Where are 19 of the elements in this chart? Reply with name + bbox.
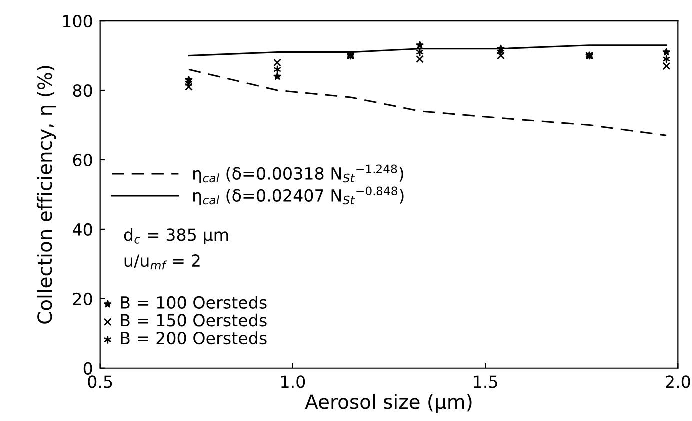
x-tick-label: 2.0: [666, 376, 690, 388]
annotation: u/u$_{mf}$ = 2: [124, 254, 200, 270]
legend-label: η$_{cal}$ (δ=0.02407 N$_{St}$$^{−0.848}$): [194, 186, 404, 206]
x-tick-label: 0.5: [88, 376, 112, 388]
legend-label: B = 150 Oersteds: [121, 314, 267, 327]
legend-label: B = 200 Oersteds: [121, 332, 267, 345]
annotation: d$_{c}$ = 385 μm: [124, 228, 228, 244]
y-tick-label: 60: [73, 154, 92, 167]
y-tick-label: 40: [73, 223, 92, 236]
y-tick-label: 20: [73, 292, 92, 306]
y-tick-label: 80: [73, 84, 92, 98]
x-tick-label: 1.0: [282, 376, 306, 388]
y-axis-title: Collection efficiency, η (%): [37, 66, 56, 324]
y-tick-label: 0: [84, 362, 92, 375]
x-axis-title: Aerosol size (μm): [305, 394, 472, 414]
legend-label: B = 100 Oersteds: [121, 296, 267, 309]
x-tick-label: 1.5: [474, 376, 498, 388]
legend-label: η$_{cal}$ (δ=0.00318 N$_{St}$$^{−1.248}$): [194, 164, 404, 184]
y-tick-label: 100: [63, 15, 92, 28]
